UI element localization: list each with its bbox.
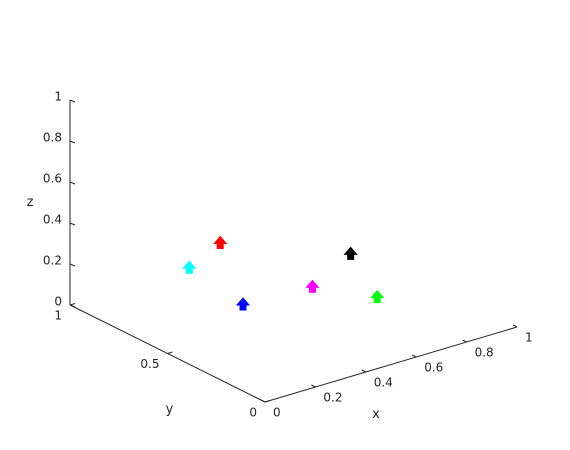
point <box>213 235 228 250</box>
x-axis <box>264 326 518 403</box>
x-axis-label: x <box>372 407 380 422</box>
point <box>235 297 251 311</box>
z-tick <box>69 99 76 103</box>
z-tick-label: 0.2 <box>43 254 62 268</box>
z-tick-label: 0.4 <box>43 213 62 227</box>
z-tick <box>69 222 76 226</box>
x-tick-label: 0 <box>273 406 281 420</box>
y-tick <box>264 400 271 403</box>
z-tick <box>69 263 76 267</box>
y-tick <box>167 351 173 354</box>
x-tick-label: 0.2 <box>323 391 342 405</box>
y-tick-label: 1 <box>54 309 62 323</box>
z-tick <box>69 181 76 185</box>
x-tick <box>512 324 518 328</box>
z-tick <box>69 304 76 308</box>
z-axis-label: z <box>27 195 34 210</box>
x-tick <box>311 384 316 388</box>
x-tick-label: 1 <box>525 331 533 345</box>
z-tick-label: 0.6 <box>43 172 62 186</box>
point <box>370 289 385 304</box>
z-tick-label: 0.8 <box>43 131 62 145</box>
point <box>305 279 320 293</box>
x-tick <box>361 369 367 373</box>
z-tick-label: 1 <box>54 90 62 104</box>
point <box>182 260 197 274</box>
y-tick <box>69 303 76 306</box>
y-axis-label: y <box>166 402 174 417</box>
point <box>343 246 358 260</box>
y-tick-label: 0 <box>249 406 257 420</box>
x-tick-label: 0.8 <box>475 346 494 360</box>
y-tick-label: 0.5 <box>140 357 159 371</box>
x-tick <box>411 354 417 358</box>
z-tick <box>69 140 76 144</box>
x-tick-label: 0.4 <box>374 376 393 390</box>
z-tick-label: 0 <box>54 295 62 309</box>
x-tick-label: 0.6 <box>424 361 443 375</box>
x-tick <box>462 339 467 343</box>
x-tick <box>260 399 266 403</box>
